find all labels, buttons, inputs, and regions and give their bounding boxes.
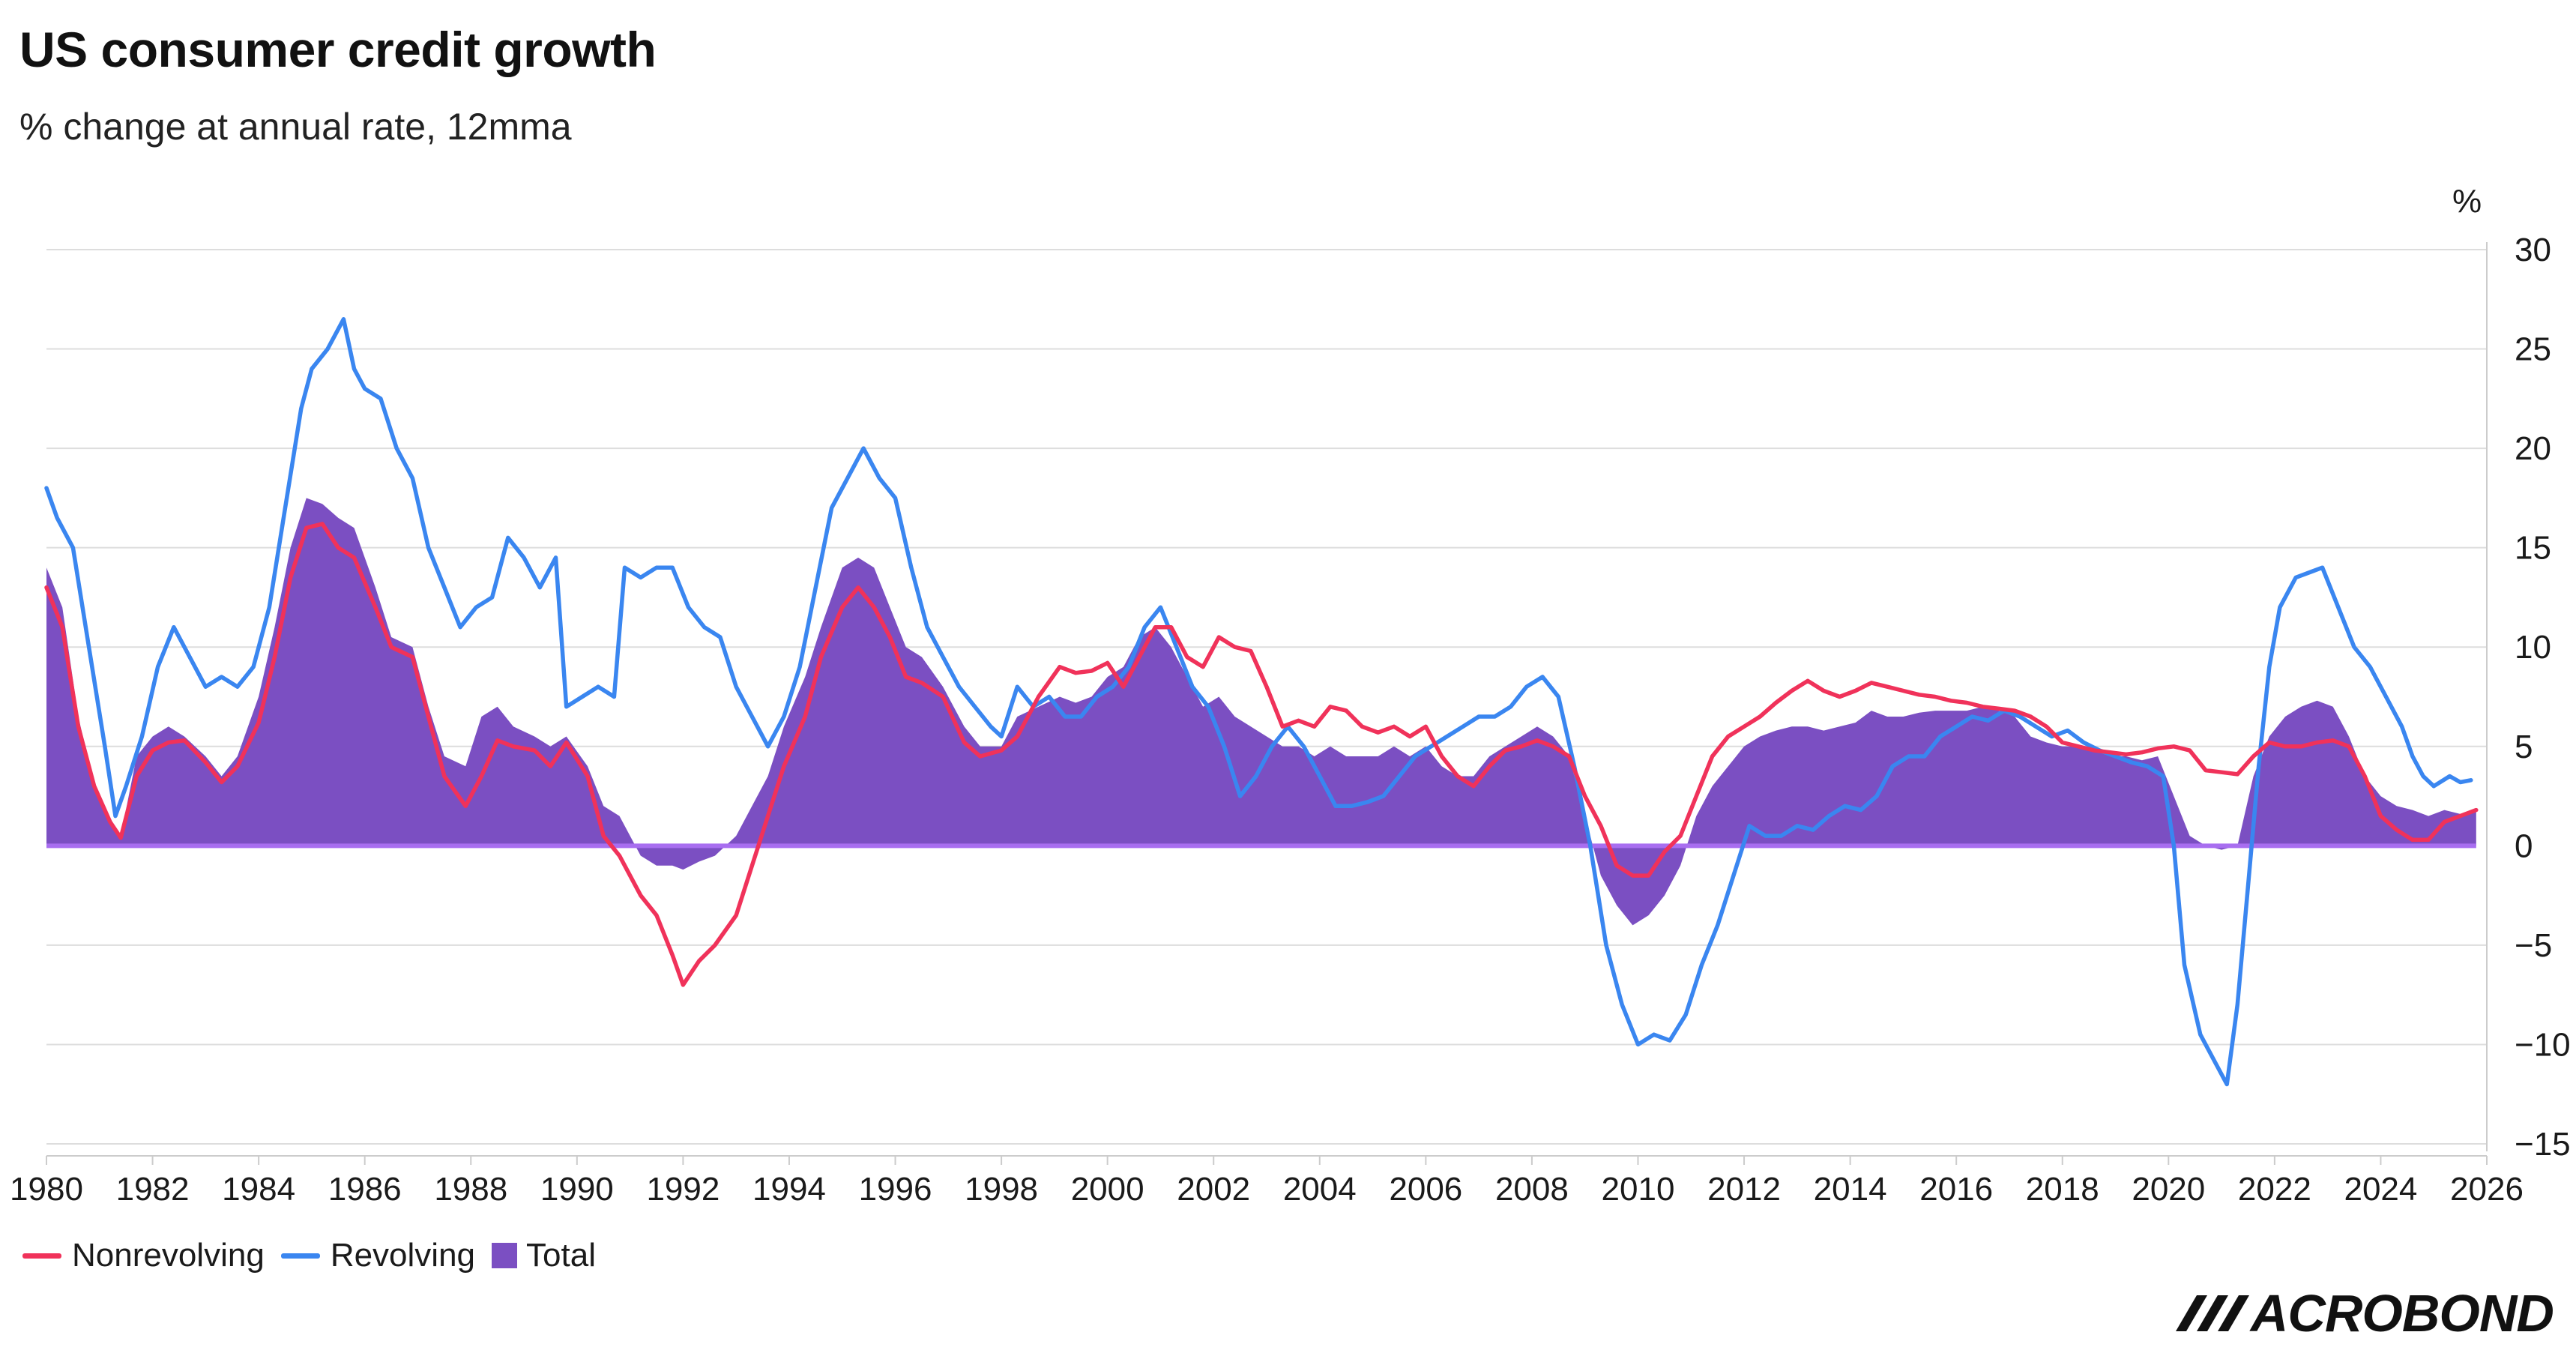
x-tick-label: 2018: [2026, 1171, 2099, 1208]
x-tick-label: 1988: [434, 1171, 507, 1208]
legend: Nonrevolving Revolving Total: [22, 1237, 612, 1274]
y-tick-label: −10: [2515, 1026, 2571, 1063]
legend-item-total: Total: [492, 1237, 596, 1274]
x-tick-label: 1998: [965, 1171, 1038, 1208]
y-tick-label: −15: [2515, 1126, 2571, 1163]
macrobond-logo-text: ACROBOND: [2250, 1284, 2554, 1343]
y-tick-label: 5: [2515, 729, 2533, 765]
legend-swatch-nonrevolving: [22, 1253, 61, 1259]
x-tick-label: 1980: [10, 1171, 83, 1208]
x-tick-label: 1994: [752, 1171, 826, 1208]
y-tick-label: 25: [2515, 331, 2551, 368]
x-tick-label: 2020: [2132, 1171, 2205, 1208]
x-tick-label: 2010: [1602, 1171, 1675, 1208]
legend-item-revolving: Revolving: [280, 1237, 476, 1274]
legend-label-revolving: Revolving: [330, 1237, 476, 1274]
x-tick-label: 1992: [646, 1171, 720, 1208]
y-tick-label: 0: [2515, 828, 2533, 864]
x-tick-label: 2016: [1919, 1171, 1993, 1208]
legend-swatch-revolving: [280, 1253, 320, 1259]
legend-label-total: Total: [526, 1237, 596, 1274]
x-tick-label: 2006: [1389, 1171, 1462, 1208]
chart-subtitle: % change at annual rate, 12mma: [19, 106, 572, 148]
chart-title: US consumer credit growth: [19, 22, 657, 77]
x-tick-label: 2022: [2238, 1171, 2311, 1208]
x-tick-label: 2002: [1177, 1171, 1250, 1208]
line-series: [44, 317, 2479, 1087]
series-line-revolving: [44, 317, 2473, 1087]
y-tick-label: 30: [2515, 232, 2551, 268]
y-unit-label: %: [2452, 183, 2482, 220]
axes: 30 25 20 15 10 5 0 −5 −10 −15% 1980 1982 1984 1986 198…: [10, 183, 2571, 1208]
x-tick-label: 2004: [1283, 1171, 1357, 1208]
x-tick-label: 2024: [2344, 1171, 2417, 1208]
x-tick-label: 2026: [2450, 1171, 2524, 1208]
gridlines: [46, 249, 2487, 1145]
x-tick-label: 2008: [1495, 1171, 1569, 1208]
y-tick-label: 15: [2515, 530, 2551, 567]
y-tick-label: −5: [2515, 927, 2552, 964]
x-tick-label: 1984: [222, 1171, 295, 1208]
y-tick-label: 20: [2515, 430, 2551, 467]
legend-item-nonrevolving: Nonrevolving: [22, 1237, 265, 1274]
x-tick-label: 2012: [1707, 1171, 1781, 1208]
x-tick-label: 1990: [540, 1171, 614, 1208]
x-tick-label: 2014: [1814, 1171, 1887, 1208]
x-tick-label: 1986: [328, 1171, 402, 1208]
legend-label-nonrevolving: Nonrevolving: [72, 1237, 265, 1274]
series-area-total: [46, 498, 2476, 926]
total-area-series: [46, 498, 2476, 926]
macrobond-logo: ACROBOND: [2175, 1283, 2554, 1343]
x-tick-label: 2000: [1071, 1171, 1144, 1208]
x-tick-label: 1996: [859, 1171, 932, 1208]
y-tick-label: 10: [2515, 629, 2551, 666]
x-tick-label: 1982: [116, 1171, 190, 1208]
macrobond-logo-mark: [2175, 1295, 2249, 1331]
legend-swatch-total: [492, 1243, 518, 1268]
series-line-nonrevolving: [44, 522, 2479, 987]
